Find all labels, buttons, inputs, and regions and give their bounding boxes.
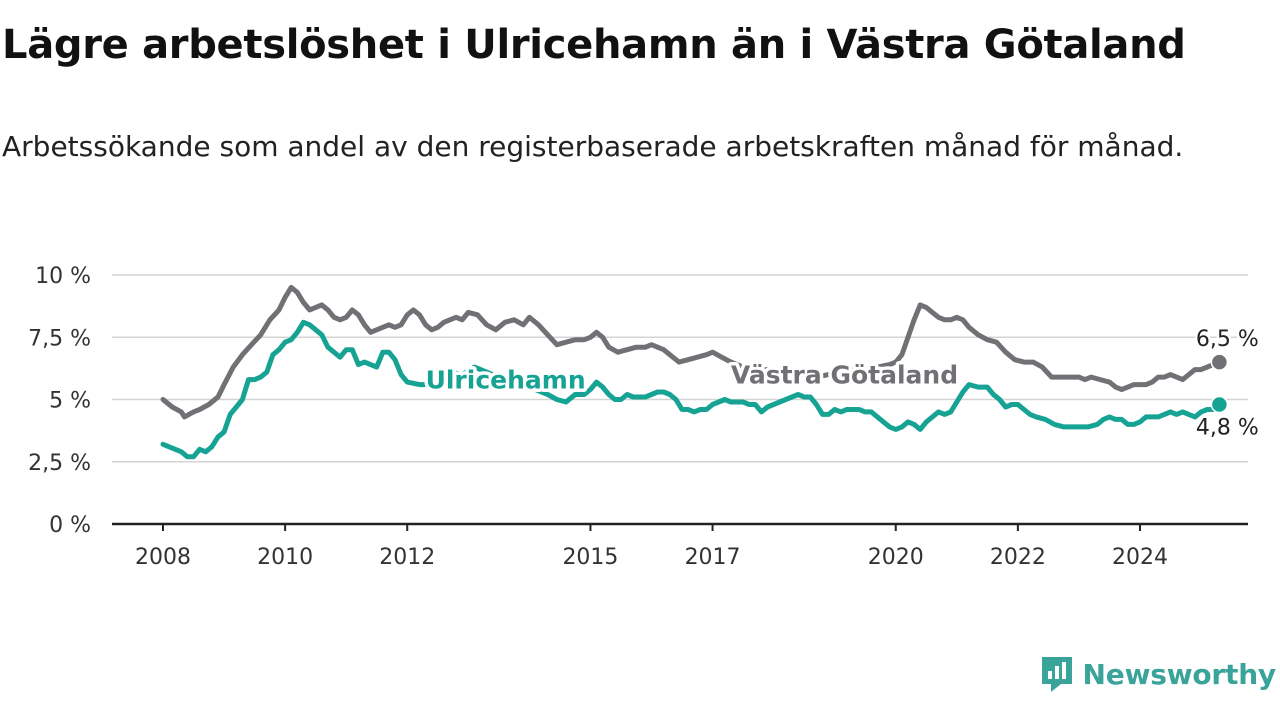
series-label-v-stra-g-taland: Västra Götaland — [731, 361, 958, 390]
x-tick-label-6: 2022 — [990, 545, 1046, 570]
x-axis-ticks: 2008 2010 2012 2015 2017 2020 2022 2024 — [112, 522, 1248, 570]
end-point-v-stra-g-taland — [1210, 353, 1229, 371]
x-tick-label-0: 2008 — [135, 545, 191, 570]
series-lines — [160, 284, 1229, 460]
series-line-v-stra-g-taland — [160, 284, 1222, 420]
x-tick-label-3: 2015 — [562, 545, 618, 570]
y-tick-label-4: 10 % — [35, 264, 91, 289]
newsworthy-brand[interactable]: Newsworthy — [1039, 654, 1276, 694]
y-tick-label-1: 2,5 % — [28, 451, 91, 476]
series-labels: 6,5 % 4,8 % Ulricehamn Västra Götaland — [422, 325, 1261, 443]
x-tick-label-4: 2017 — [685, 545, 741, 570]
series-label-ulricehamn: Ulricehamn — [426, 366, 586, 395]
end-label-ulricehamn: 4,8 % — [1196, 415, 1259, 440]
y-tick-label-3: 7,5 % — [28, 326, 91, 351]
x-tick-label-5: 2020 — [868, 545, 924, 570]
y-axis-ticks: 0 % 2,5 % 5 % 7,5 % 10 % — [28, 264, 91, 538]
y-tick-label-0: 0 % — [49, 513, 91, 538]
end-label-v-stra-g-taland: 6,5 % — [1196, 327, 1259, 352]
chart-title: Lägre arbetslöshet i Ulricehamn än i Väs… — [2, 22, 1186, 68]
gridlines — [112, 274, 1248, 463]
x-tick-label-1: 2010 — [257, 545, 313, 570]
brand-name: Newsworthy — [1082, 657, 1277, 691]
x-tick-label-2: 2012 — [379, 545, 435, 570]
y-tick-label-2: 5 % — [49, 389, 91, 414]
x-tick-label-7: 2024 — [1112, 545, 1168, 570]
chart-subtitle: Arbetssökande som andel av den registerb… — [2, 130, 1184, 163]
newsworthy-logo-icon — [1041, 657, 1072, 692]
series-line-ulricehamn — [160, 319, 1222, 460]
end-point-ulricehamn — [1210, 395, 1229, 414]
